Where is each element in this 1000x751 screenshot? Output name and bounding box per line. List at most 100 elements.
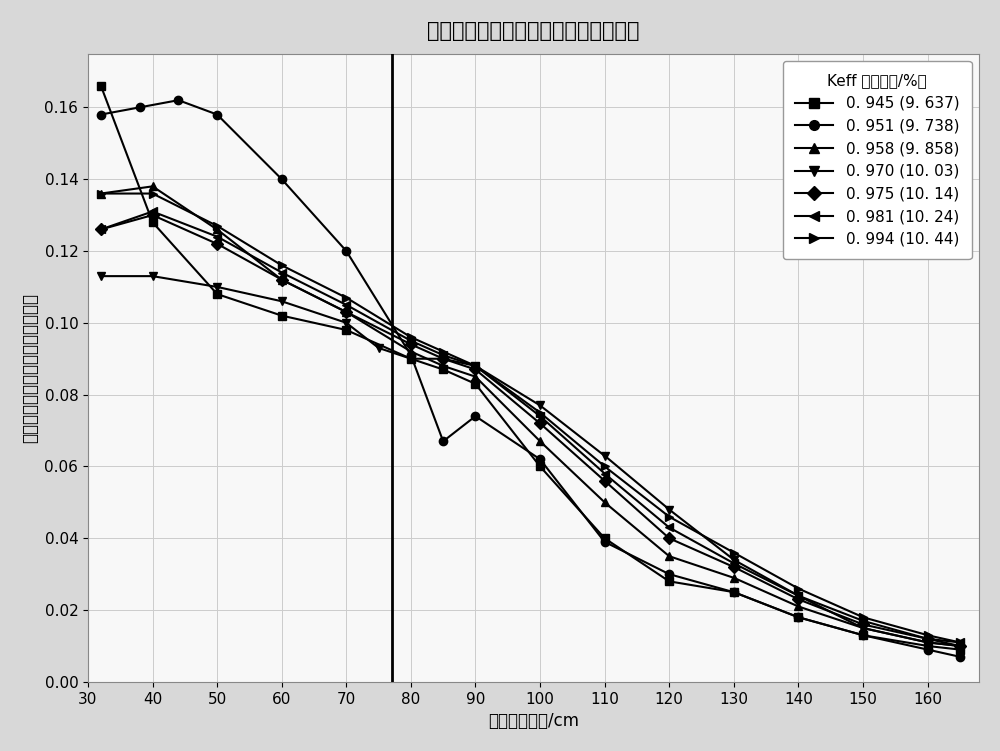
0. 958（9. 858） <box>922 638 934 647</box>
0. 994（10. 44） <box>792 584 804 593</box>
0. 970（10. 03） <box>405 354 417 363</box>
0. 981（10. 24） <box>469 361 481 370</box>
0. 981（10. 24） <box>340 300 352 309</box>
0. 975（10. 14） <box>728 562 740 572</box>
0. 951（9. 738） <box>792 613 804 622</box>
0. 981（10. 24） <box>599 469 611 478</box>
0. 951（9. 738） <box>405 351 417 360</box>
0. 958（9. 858） <box>340 307 352 316</box>
0. 958（9. 858） <box>792 602 804 611</box>
0. 951（9. 738） <box>211 110 223 119</box>
0. 945（9. 637） <box>276 311 288 320</box>
0. 951（9. 738） <box>469 412 481 421</box>
0. 958（9. 858） <box>954 641 966 650</box>
0. 975（10. 14） <box>663 534 675 543</box>
0. 975（10. 14） <box>857 620 869 629</box>
0. 981（10. 24） <box>405 336 417 345</box>
0. 975（10. 14） <box>437 354 449 363</box>
0. 981（10. 24） <box>663 523 675 532</box>
0. 958（9. 858） <box>469 372 481 382</box>
0. 945（9. 637） <box>437 365 449 374</box>
Line: 0. 970（10. 03）: 0. 970（10. 03） <box>97 272 964 650</box>
0. 951（9. 738） <box>340 246 352 255</box>
0. 981（10. 24） <box>728 559 740 568</box>
0. 975（10. 14） <box>405 340 417 349</box>
Line: 0. 951（9. 738）: 0. 951（9. 738） <box>97 96 964 661</box>
0. 975（10. 14） <box>599 476 611 485</box>
0. 945（9. 637） <box>922 641 934 650</box>
0. 951（9. 738） <box>599 538 611 547</box>
0. 994（10. 44） <box>469 361 481 370</box>
0. 958（9. 858） <box>599 498 611 507</box>
0. 958（9. 858） <box>728 573 740 582</box>
0. 975（10. 14） <box>534 419 546 428</box>
0. 975（10. 14） <box>954 641 966 650</box>
0. 945（9. 637） <box>857 631 869 640</box>
Line: 0. 981（10. 24）: 0. 981（10. 24） <box>97 207 964 647</box>
0. 945（9. 637） <box>211 290 223 299</box>
0. 951（9. 738） <box>95 110 107 119</box>
0. 994（10. 44） <box>922 631 934 640</box>
0. 994（10. 44） <box>405 333 417 342</box>
0. 981（10. 24） <box>276 268 288 277</box>
0. 958（9. 858） <box>663 552 675 561</box>
0. 970（10. 03） <box>663 505 675 514</box>
0. 970（10. 03） <box>599 451 611 460</box>
0. 951（9. 738） <box>134 103 146 112</box>
0. 970（10. 03） <box>437 354 449 363</box>
0. 981（10. 24） <box>95 225 107 234</box>
0. 958（9. 858） <box>437 361 449 370</box>
0. 958（9. 858） <box>95 189 107 198</box>
0. 981（10. 24） <box>437 351 449 360</box>
0. 970（10. 03） <box>147 272 159 281</box>
0. 981（10. 24） <box>922 635 934 644</box>
0. 970（10. 03） <box>95 272 107 281</box>
0. 958（9. 858） <box>405 347 417 356</box>
0. 970（10. 03） <box>469 361 481 370</box>
0. 945（9. 637） <box>599 534 611 543</box>
0. 958（9. 858） <box>857 623 869 632</box>
0. 945（9. 637） <box>95 81 107 90</box>
0. 970（10. 03） <box>922 638 934 647</box>
0. 981（10. 24） <box>147 207 159 216</box>
0. 994（10. 44） <box>857 613 869 622</box>
0. 958（9. 858） <box>147 182 159 191</box>
0. 945（9. 637） <box>534 462 546 471</box>
Line: 0. 958（9. 858）: 0. 958（9. 858） <box>97 182 964 650</box>
0. 945（9. 637） <box>340 325 352 334</box>
0. 951（9. 738） <box>172 95 184 104</box>
0. 981（10. 24） <box>954 638 966 647</box>
0. 951（9. 738） <box>728 587 740 596</box>
0. 958（9. 858） <box>534 437 546 446</box>
0. 970（10. 03） <box>534 401 546 410</box>
0. 981（10. 24） <box>211 232 223 241</box>
0. 951（9. 738） <box>922 645 934 654</box>
0. 981（10. 24） <box>857 617 869 626</box>
0. 958（9. 858） <box>211 225 223 234</box>
Line: 0. 945（9. 637）: 0. 945（9. 637） <box>97 82 964 653</box>
Line: 0. 975（10. 14）: 0. 975（10. 14） <box>97 211 964 650</box>
0. 994（10. 44） <box>728 548 740 557</box>
0. 958（9. 858） <box>276 275 288 284</box>
0. 975（10. 14） <box>340 307 352 316</box>
0. 945（9. 637） <box>954 645 966 654</box>
Y-axis label: 归一化中子通量密度形玶函数数値: 归一化中子通量密度形玶函数数値 <box>21 293 39 442</box>
0. 951（9. 738） <box>954 653 966 662</box>
0. 970（10. 03） <box>792 591 804 600</box>
0. 994（10. 44） <box>95 189 107 198</box>
0. 975（10. 14） <box>922 635 934 644</box>
0. 994（10. 44） <box>534 408 546 417</box>
0. 970（10. 03） <box>857 623 869 632</box>
0. 975（10. 14） <box>276 275 288 284</box>
0. 975（10. 14） <box>95 225 107 234</box>
0. 994（10. 44） <box>340 293 352 302</box>
0. 970（10. 03） <box>340 318 352 327</box>
0. 994（10. 44） <box>211 222 223 231</box>
0. 951（9. 738） <box>857 631 869 640</box>
0. 994（10. 44） <box>599 462 611 471</box>
0. 994（10. 44） <box>276 261 288 270</box>
Title: 归一化中子通量密度形状函数空间分布: 归一化中子通量密度形状函数空间分布 <box>427 21 640 41</box>
0. 945（9. 637） <box>728 587 740 596</box>
0. 994（10. 44） <box>663 512 675 521</box>
0. 951（9. 738） <box>276 175 288 184</box>
